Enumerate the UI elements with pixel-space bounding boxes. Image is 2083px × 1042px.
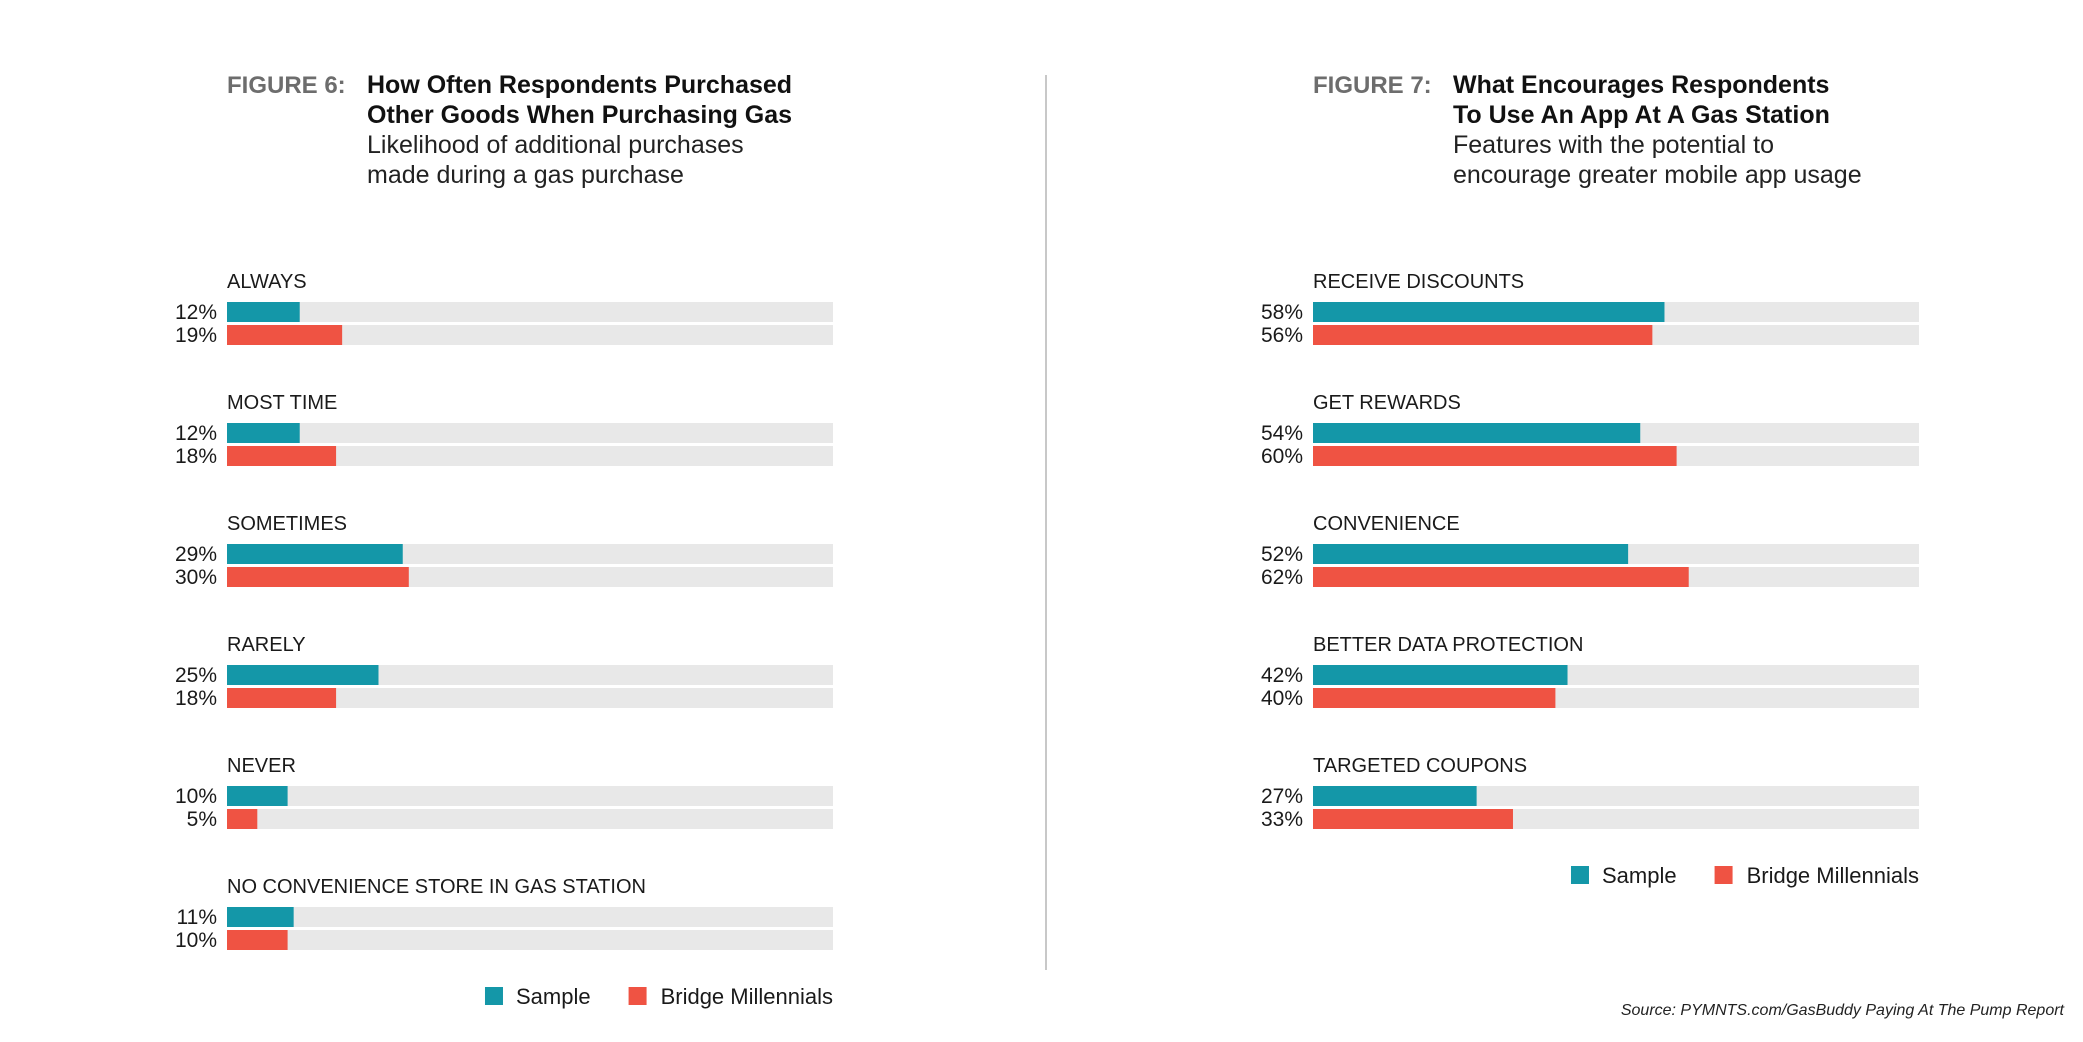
bar-bridge-millennials — [227, 809, 258, 829]
figure-6-title-line1: How Often Respondents Purchased — [367, 71, 793, 99]
bar-bridge-millennials — [227, 567, 409, 587]
bar-sample — [227, 302, 300, 322]
figure-6-subtitle-line2: made during a gas purchase — [367, 161, 684, 189]
value-label: 10% — [175, 785, 217, 808]
legend-swatch-bridge-millennials — [628, 987, 647, 1005]
category-label: ALWAYS — [227, 271, 307, 293]
bar-sample — [1313, 423, 1641, 443]
bar-sample — [1313, 786, 1477, 806]
bar-track — [227, 809, 833, 829]
bar-track — [227, 423, 833, 443]
value-label: 19% — [175, 324, 217, 347]
category-label: CONVENIENCE — [1313, 513, 1460, 535]
value-label: 42% — [1261, 664, 1303, 687]
legend-label-bridge-millennials: Bridge Millennials — [661, 984, 833, 1009]
chart-7-plot: RECEIVE DISCOUNTS 58%56% GET REWARDS 54%60%… — [1261, 271, 1919, 888]
bar-sample — [227, 786, 288, 806]
figure-6-subtitle-line1: Likelihood of additional purchases — [367, 131, 744, 159]
value-label: 54% — [1261, 422, 1303, 445]
chart-7-legend: Bridge Millennials Sample — [1570, 863, 1919, 888]
value-label: 18% — [175, 687, 217, 710]
bar-bridge-millennials — [1313, 446, 1677, 466]
value-label: 40% — [1261, 687, 1303, 710]
value-label: 27% — [1261, 785, 1303, 808]
value-label: 25% — [175, 664, 217, 687]
legend-label-sample: Sample — [516, 984, 591, 1009]
category-label: MOST TIME — [227, 392, 337, 414]
bar-sample — [227, 907, 294, 927]
chart-6-legend: Bridge Millennials Sample — [484, 984, 833, 1009]
bar-track — [227, 325, 833, 345]
category-label: BETTER DATA PROTECTION — [1313, 634, 1583, 656]
legend-label-bridge-millennials: Bridge Millennials — [1747, 863, 1919, 888]
figure-7-title-line2: To Use An App At A Gas Station — [1453, 101, 1830, 129]
bar-sample — [1313, 665, 1568, 685]
bar-bridge-millennials — [227, 930, 288, 950]
figure-7-subtitle-line2: encourage greater mobile app usage — [1453, 161, 1862, 189]
bar-bridge-millennials — [227, 688, 337, 708]
figure-divider — [1045, 75, 1047, 970]
value-label: 12% — [175, 301, 217, 324]
value-label: 29% — [175, 543, 217, 566]
bar-sample — [227, 423, 300, 443]
value-label: 62% — [1261, 566, 1303, 589]
figure-6-label: FIGURE 6: — [227, 72, 346, 99]
bar-bridge-millennials — [1313, 809, 1513, 829]
bar-bridge-millennials — [1313, 567, 1689, 587]
category-label: NO CONVENIENCE STORE IN GAS STATION — [227, 876, 646, 898]
bar-bridge-millennials — [1313, 688, 1556, 708]
figure-7-subtitle-line1: Features with the potential to — [1453, 131, 1775, 159]
source-note: Source: PYMNTS.com/GasBuddy Paying At Th… — [1620, 1002, 2064, 1019]
figure-7-label: FIGURE 7: — [1313, 72, 1432, 99]
bar-track — [227, 688, 833, 708]
figure-6-title-line2: Other Goods When Purchasing Gas — [367, 101, 793, 129]
bar-track — [227, 907, 833, 927]
bar-track — [227, 302, 833, 322]
legend-swatch-sample — [484, 987, 503, 1005]
bar-sample — [1313, 544, 1629, 564]
value-label: 52% — [1261, 543, 1303, 566]
legend-label-sample: Sample — [1602, 863, 1677, 888]
bar-track — [227, 930, 833, 950]
legend-swatch-sample — [1570, 866, 1589, 884]
bar-track — [227, 786, 833, 806]
category-label: TARGETED COUPONS — [1313, 755, 1527, 777]
bar-bridge-millennials — [1313, 325, 1653, 345]
value-label: 10% — [175, 929, 217, 952]
figure-7-title-line1: What Encourages Respondents — [1453, 71, 1830, 99]
category-label: GET REWARDS — [1313, 392, 1461, 414]
value-label: 56% — [1261, 324, 1303, 347]
value-label: 12% — [175, 422, 217, 445]
value-label: 11% — [177, 906, 217, 929]
bar-sample — [227, 665, 379, 685]
bar-bridge-millennials — [227, 446, 337, 466]
category-label: SOMETIMES — [227, 513, 347, 535]
bar-bridge-millennials — [227, 325, 343, 345]
bar-sample — [227, 544, 403, 564]
category-label: RARELY — [227, 634, 306, 656]
category-label: NEVER — [227, 755, 296, 777]
value-label: 18% — [175, 445, 217, 468]
bar-track — [227, 446, 833, 466]
value-label: 33% — [1261, 808, 1303, 831]
value-label: 30% — [175, 566, 217, 589]
value-label: 5% — [187, 808, 217, 831]
legend-swatch-bridge-millennials — [1714, 866, 1733, 884]
value-label: 58% — [1261, 301, 1303, 324]
category-label: RECEIVE DISCOUNTS — [1313, 271, 1524, 293]
bar-sample — [1313, 302, 1665, 322]
value-label: 60% — [1261, 445, 1303, 468]
